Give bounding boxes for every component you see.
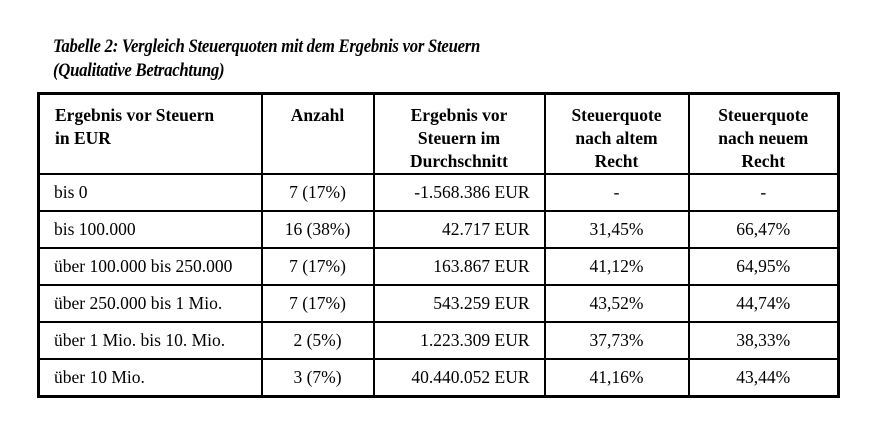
cell-steuerquote-alt: 37,73% — [543, 321, 690, 360]
cell-range: bis 100.000 — [37, 210, 263, 249]
header-steuerquote-neu: Steuerquote nach neuem Recht — [687, 92, 840, 175]
table-row: über 10 Mio. 3 (7%) 40.440.052 EUR 41,16… — [37, 358, 840, 397]
cell-range: über 250.000 bis 1 Mio. — [37, 284, 263, 323]
table-row: bis 0 7 (17%) -1.568.386 EUR - - — [37, 173, 840, 212]
table-row: über 1 Mio. bis 10. Mio. 2 (5%) 1.223.30… — [37, 321, 840, 360]
header-row: Ergebnis vor Steuern in EUR Anzahl Ergeb… — [37, 92, 840, 175]
cell-steuerquote-alt: 43,52% — [543, 284, 690, 323]
table-caption: Tabelle 2: Vergleich Steuerquoten mit de… — [53, 35, 480, 83]
cell-anzahl: 16 (38%) — [260, 210, 375, 249]
cell-anzahl: 3 (7%) — [260, 358, 375, 397]
cell-steuerquote-neu: - — [687, 173, 840, 212]
header-ergebnis-durchschnitt: Ergebnis vor Steuern im Durchschnitt — [372, 92, 546, 175]
header-ergebnis-range: Ergebnis vor Steuern in EUR — [37, 92, 263, 175]
cell-anzahl: 7 (17%) — [260, 284, 375, 323]
tax-rate-comparison-table: Ergebnis vor Steuern in EUR Anzahl Ergeb… — [37, 92, 840, 398]
cell-range: über 1 Mio. bis 10. Mio. — [37, 321, 263, 360]
cell-steuerquote-alt: 31,45% — [543, 210, 690, 249]
caption-line-1: Tabelle 2: Vergleich Steuerquoten mit de… — [53, 36, 481, 57]
cell-ergebnis: 1.223.309 EUR — [372, 321, 546, 360]
table-row: über 100.000 bis 250.000 7 (17%) 163.867… — [37, 247, 840, 286]
table-row: über 250.000 bis 1 Mio. 7 (17%) 543.259 … — [37, 284, 840, 323]
cell-steuerquote-neu: 64,95% — [687, 247, 840, 286]
cell-anzahl: 7 (17%) — [260, 173, 375, 212]
cell-range: bis 0 — [37, 173, 263, 212]
header-steuerquote-alt: Steuerquote nach altem Recht — [543, 92, 690, 175]
cell-ergebnis: 40.440.052 EUR — [372, 358, 546, 397]
cell-anzahl: 7 (17%) — [260, 247, 375, 286]
cell-steuerquote-neu: 66,47% — [687, 210, 840, 249]
cell-steuerquote-alt: 41,12% — [543, 247, 690, 286]
table-row: bis 100.000 16 (38%) 42.717 EUR 31,45% 6… — [37, 210, 840, 249]
cell-ergebnis: 163.867 EUR — [372, 247, 546, 286]
caption-line-2: (Qualitative Betrachtung) — [53, 60, 225, 81]
cell-range: über 10 Mio. — [37, 358, 263, 397]
cell-ergebnis: 42.717 EUR — [372, 210, 546, 249]
header-anzahl: Anzahl — [260, 92, 375, 175]
cell-range: über 100.000 bis 250.000 — [37, 247, 263, 286]
cell-steuerquote-neu: 38,33% — [687, 321, 840, 360]
cell-steuerquote-neu: 44,74% — [687, 284, 840, 323]
cell-ergebnis: -1.568.386 EUR — [372, 173, 546, 212]
cell-steuerquote-alt: 41,16% — [543, 358, 690, 397]
cell-anzahl: 2 (5%) — [260, 321, 375, 360]
cell-ergebnis: 543.259 EUR — [372, 284, 546, 323]
cell-steuerquote-alt: - — [543, 173, 690, 212]
cell-steuerquote-neu: 43,44% — [687, 358, 840, 397]
